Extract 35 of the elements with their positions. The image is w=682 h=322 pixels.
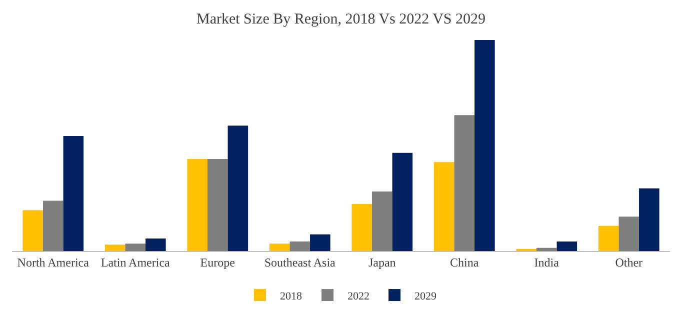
- chart-title: Market Size By Region, 2018 Vs 2022 VS 2029: [196, 11, 486, 28]
- bar: [146, 238, 166, 251]
- bar: [207, 159, 228, 251]
- legend-label: 2029: [414, 290, 437, 302]
- x-tick-label: Other: [615, 255, 643, 270]
- bar: [63, 136, 84, 251]
- bar: [392, 152, 413, 251]
- x-tick-label: Southeast Asia: [264, 255, 336, 270]
- x-tick-label: Europe: [200, 255, 235, 270]
- x-tick-label: India: [534, 255, 560, 270]
- bar: [454, 115, 475, 251]
- x-tick-label: Latin America: [100, 255, 171, 270]
- x-tick-label: China: [450, 255, 480, 270]
- bar: [598, 226, 619, 251]
- bar: [556, 242, 578, 251]
- bar: [228, 126, 248, 251]
- bar: [125, 244, 146, 251]
- bar: [104, 244, 126, 251]
- bar: [22, 210, 43, 251]
- bar: [474, 40, 495, 251]
- bar: [372, 192, 392, 251]
- x-tick-label: Japan: [368, 255, 396, 270]
- bar: [536, 248, 557, 251]
- legend-label: 2022: [348, 290, 370, 302]
- bar: [42, 200, 64, 251]
- bar: [434, 162, 454, 251]
- bar: [187, 159, 208, 251]
- bar: [290, 242, 310, 251]
- bar: [639, 188, 660, 251]
- x-tick-label: North America: [17, 255, 90, 270]
- bar: [310, 234, 330, 251]
- legend-label: 2018: [280, 290, 302, 302]
- bar: [269, 244, 290, 251]
- bar: [352, 204, 372, 251]
- bar: [618, 216, 640, 251]
